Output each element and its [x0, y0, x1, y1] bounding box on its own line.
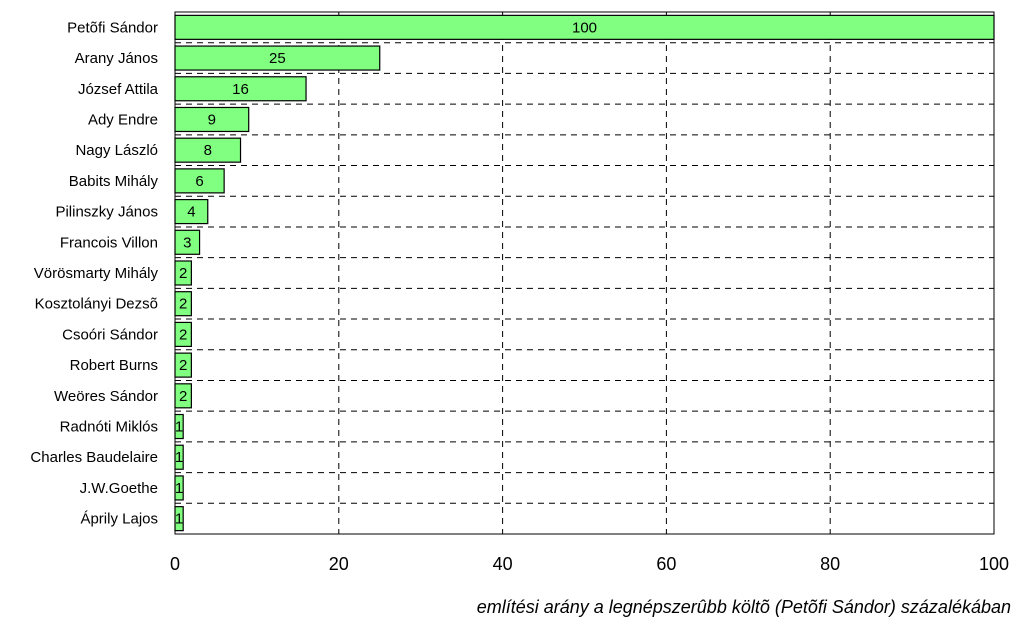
category-label: Francois Villon [60, 234, 158, 251]
bar-value-label: 3 [183, 234, 191, 251]
category-label: Pilinszky János [55, 204, 158, 221]
category-label: Csoóri Sándor [62, 326, 158, 343]
x-tick-label: 40 [493, 554, 513, 574]
category-label: Nagy László [75, 142, 158, 159]
category-label: Kosztolányi Dezsõ [35, 296, 158, 313]
category-label: Weöres Sándor [54, 388, 158, 405]
category-label: József Attila [78, 81, 159, 98]
bar-value-label: 25 [269, 50, 286, 67]
bar-value-label: 2 [179, 326, 187, 343]
category-label: J.W.Goethe [80, 480, 158, 497]
bar [174, 198, 209, 225]
x-tick-label: 60 [656, 554, 676, 574]
bar-value-label: 1 [175, 511, 183, 528]
bar-value-label: 4 [187, 204, 195, 221]
bar-value-label: 2 [179, 265, 187, 282]
category-label: Áprily Lajos [80, 511, 158, 528]
bar [174, 14, 995, 40]
bar-value-label: 2 [179, 388, 187, 405]
category-label: Arany János [75, 50, 158, 67]
x-tick-label: 100 [979, 554, 1009, 574]
x-axis-title: említési arány a legnépszerûbb költõ (Pe… [477, 597, 1011, 617]
x-tick-label: 80 [820, 554, 840, 574]
bar-value-label: 1 [175, 480, 183, 497]
bar-value-label: 100 [572, 19, 597, 36]
x-tick-label: 0 [170, 554, 180, 574]
grid [175, 12, 994, 534]
category-label: Vörösmarty Mihály [34, 265, 159, 282]
category-label: Charles Baudelaire [30, 449, 158, 466]
bars: 100 25 16 9 864 3 2 2 2 2 2 1 1 1 1 [174, 14, 995, 532]
bar-value-label: 16 [232, 81, 249, 98]
category-label: Radnóti Miklós [60, 419, 158, 436]
bar [174, 229, 201, 255]
plot-frame [174, 11, 995, 535]
category-label: Ady Endre [88, 111, 158, 128]
bar-value-label: 1 [175, 449, 183, 466]
bar-value-label: 1 [175, 419, 183, 436]
bar-value-label: 2 [179, 357, 187, 374]
bar-value-label: 6 [195, 173, 203, 190]
category-labels: Petõfi Sándor Arany János József Attila Ady… [30, 19, 158, 527]
bar-value-label: 8 [204, 142, 212, 159]
bar-value-label: 9 [208, 111, 216, 128]
bar [174, 76, 307, 102]
category-label: Babits Mihály [69, 173, 159, 190]
category-label: Robert Burns [70, 357, 158, 374]
x-tick-labels: 0 20 40 60 80 100 [170, 554, 1009, 574]
bar-value-label: 2 [179, 296, 187, 313]
x-tick-label: 20 [329, 554, 349, 574]
category-label: Petõfi Sándor [67, 19, 158, 36]
